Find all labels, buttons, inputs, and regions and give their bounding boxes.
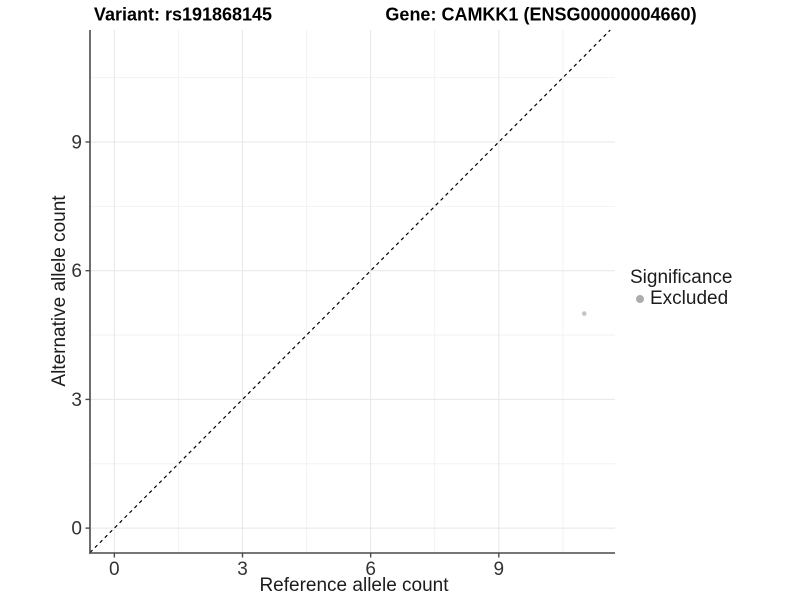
data-point-excluded bbox=[581, 311, 587, 316]
y-tick-label: 0 bbox=[71, 519, 82, 540]
plot-title-variant: Variant: rs191868145 bbox=[93, 4, 273, 25]
y-tick-label: 6 bbox=[71, 261, 82, 282]
x-tick-label: 3 bbox=[237, 559, 248, 580]
x-axis-title: Reference allele count bbox=[259, 575, 449, 596]
legend-item-label: Excluded bbox=[650, 288, 729, 309]
x-tick-label: 9 bbox=[494, 559, 505, 580]
plot-title-gene: Gene: CAMKK1 (ENSG00000004660) bbox=[385, 4, 697, 25]
legend-item-excluded: Excluded bbox=[630, 288, 732, 309]
y-axis-title: Alternative allele count bbox=[49, 195, 70, 387]
x-tick-label: 6 bbox=[365, 559, 376, 580]
identity-reference-line bbox=[89, 29, 611, 553]
y-tick-label: 3 bbox=[71, 390, 82, 411]
legend: Significance Excluded bbox=[630, 267, 733, 310]
y-tick-label: 9 bbox=[71, 132, 82, 153]
legend-point-icon bbox=[636, 295, 644, 303]
x-tick-label: 0 bbox=[109, 559, 120, 580]
legend-title: Significance bbox=[630, 267, 733, 288]
